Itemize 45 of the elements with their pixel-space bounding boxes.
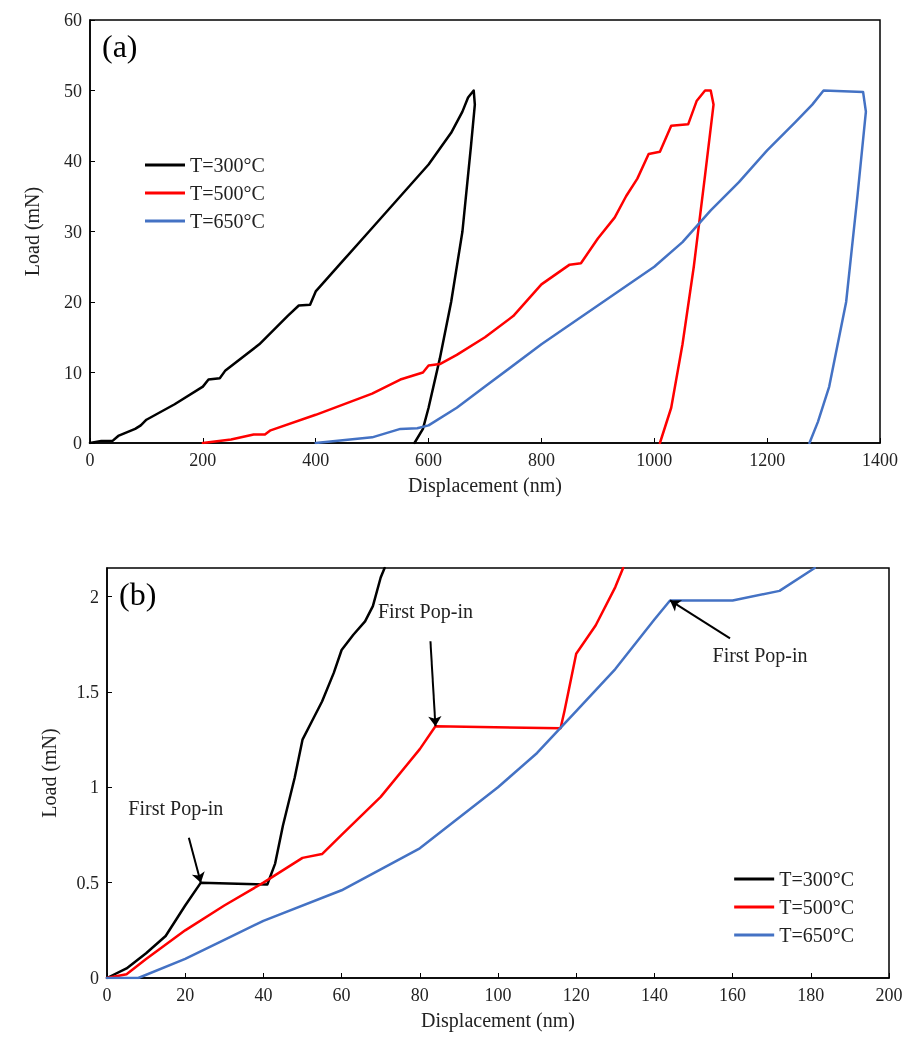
x-tick-label: 100	[484, 985, 512, 1005]
annotation: First Pop-in	[128, 796, 224, 820]
x-tick-label: 20	[176, 985, 195, 1005]
x-tick-label: 400	[302, 450, 330, 470]
x-tick-label: 80	[410, 985, 429, 1005]
y-tick-label: 60	[64, 10, 82, 30]
legend-label: T=650°C	[779, 924, 855, 946]
x-tick-label: 160	[719, 985, 747, 1005]
y-tick-label: 40	[64, 151, 82, 171]
x-tick-label: 200	[189, 450, 217, 470]
x-tick-label: 60	[332, 985, 351, 1005]
y-axis-title: Load (mN)	[21, 186, 44, 277]
legend-label: T=300°C	[779, 868, 855, 890]
y-tick-label: 2	[90, 586, 99, 607]
x-tick-label: 1400	[862, 450, 898, 470]
y-tick-label: 0.5	[76, 872, 99, 893]
legend-label: T=650°C	[190, 210, 265, 232]
x-tick-label: 180	[797, 985, 825, 1005]
x-tick-label: 200	[875, 985, 903, 1005]
y-tick-label: 50	[64, 80, 82, 101]
y-axis-title: Load (mN)	[38, 728, 61, 818]
x-axis-title: Displacement (nm)	[421, 1009, 575, 1032]
y-tick-label: 1	[90, 777, 99, 798]
x-axis-title: Displacement (nm)	[408, 474, 562, 497]
legend-label: T=300°C	[190, 154, 265, 176]
y-tick-label: 20	[64, 292, 82, 312]
legend-label: T=500°C	[190, 182, 265, 204]
annotation: First Pop-in	[377, 600, 473, 624]
x-tick-label: 40	[254, 985, 273, 1005]
x-tick-label: 600	[415, 450, 443, 470]
annotation: First Pop-in	[712, 644, 808, 668]
x-tick-label: 1000	[636, 450, 673, 470]
legend-label: T=500°C	[779, 896, 855, 918]
y-tick-label: 0	[73, 433, 82, 453]
y-tick-label: 0	[90, 968, 99, 988]
x-tick-label: 120	[562, 985, 590, 1005]
annotation: (a)	[102, 28, 138, 64]
x-tick-label: 1200	[749, 450, 786, 470]
x-tick-label: 800	[527, 450, 555, 470]
x-tick-label: 140	[640, 985, 668, 1005]
line-series	[314, 89, 868, 445]
annotation: (b)	[119, 576, 157, 612]
y-tick-label: 1.5	[76, 681, 99, 702]
y-tick-label: 30	[64, 221, 82, 242]
y-tick-label: 10	[64, 362, 82, 383]
